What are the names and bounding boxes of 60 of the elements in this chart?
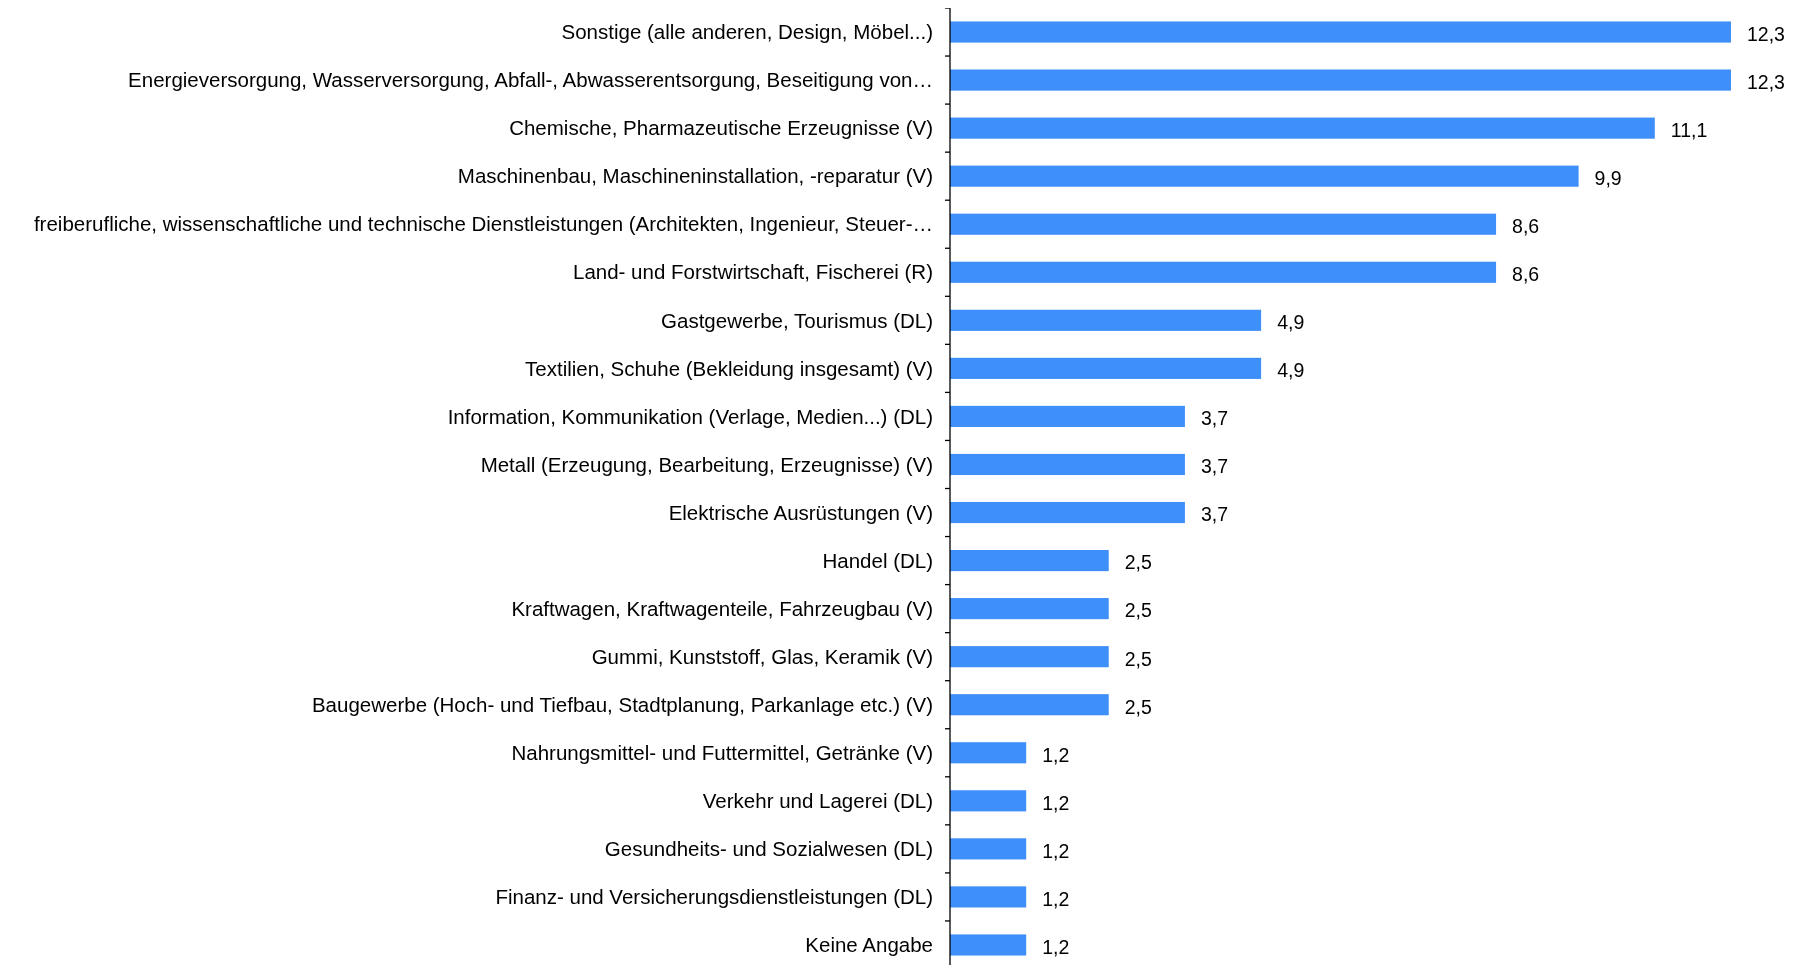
bar [950,213,1497,235]
bar [950,117,1655,139]
y-tick-label: Sonstige (alle anderen, Design, Möbel...) [561,20,933,44]
y-tick-label: Land- und Forstwirtschaft, Fischerei (R) [572,260,933,284]
bar [950,598,1109,620]
bar [950,838,1027,860]
y-tick-label: Chemische, Pharmazeutische Erzeugnisse (V) [509,116,933,140]
y-tick-label: Nahrungsmittel- und Futtermittel, Getränke (V) [511,740,933,764]
data-label: 4,9 [1277,311,1305,334]
bar [950,69,1731,91]
data-label: 1,2 [1042,887,1070,910]
y-tick-label: Textilien, Schuhe (Bekleidung insgesamt) (V) [525,356,933,380]
data-label: 1,2 [1042,935,1070,958]
data-label: 3,7 [1200,503,1229,526]
data-label: 12,3 [1747,22,1785,45]
data-label: 2,5 [1124,695,1152,718]
bar [950,934,1027,956]
data-label: 1,2 [1042,743,1070,766]
bar [950,694,1109,716]
y-tick-label: Handel (DL) [822,548,933,572]
y-tick-label: Kraftwagen, Kraftwagenteile, Fahrzeugbau (V) [511,596,933,620]
bar [950,453,1185,476]
bar [950,886,1027,908]
bar [950,790,1027,812]
data-label: 2,5 [1124,599,1152,622]
y-tick-label: Gummi, Kunststoff, Glas, Keramik (V) [591,644,933,668]
data-label: 2,5 [1124,647,1152,670]
bar [950,357,1262,379]
y-tick-label: freiberufliche, wissenschaftliche und technische Dienstleistungen (Architekten, Ingenieur, Steuer-… [33,212,933,236]
y-tick-label: Maschinenbau, Maschineninstallation, -reparatur (V) [457,164,933,188]
data-label: 1,2 [1042,839,1070,862]
y-tick-label: Finanz- und Versicherungsdienstleistungen (DL) [495,885,933,909]
y-tick-label: Keine Angabe [805,933,933,957]
y-tick-label: Baugewerbe (Hoch- und Tiefbau, Stadtplanung, Parkanlage etc.) (V) [311,692,933,716]
bar [950,742,1027,764]
bar [950,21,1731,43]
bar [950,501,1185,524]
data-label: 1,2 [1042,791,1070,814]
data-label: 11,1 [1670,118,1708,141]
data-label: 4,9 [1277,359,1305,382]
bar [950,405,1185,427]
y-tick-label: Energieversorgung, Wasserversorgung, Abfall-, Abwasserentsorgung, Beseitigung von… [128,68,933,92]
data-label: 2,5 [1124,551,1152,574]
bar [950,646,1109,668]
y-tick-label: Gastgewerbe, Tourismus (DL) [661,308,933,332]
bar [950,550,1109,572]
data-label: 8,6 [1512,215,1540,238]
bar [950,165,1579,187]
y-tick-label: Information, Kommunikation (Verlage, Medien...) (DL) [447,404,933,428]
bar [950,309,1262,331]
y-tick-label: Elektrische Ausrüstungen (V) [668,500,933,524]
y-tick-label: Metall (Erzeugung, Bearbeitung, Erzeugnisse) (V) [480,452,933,476]
data-label: 3,7 [1200,455,1229,478]
data-label: 3,7 [1200,407,1229,430]
y-tick-label: Verkehr und Lagerei (DL) [702,789,933,812]
data-label: 12,3 [1747,70,1785,93]
data-label: 8,6 [1512,263,1540,286]
data-label: 9,9 [1594,167,1622,189]
bar [950,261,1497,283]
y-tick-label: Gesundheits- und Sozialwesen (DL) [604,837,933,861]
